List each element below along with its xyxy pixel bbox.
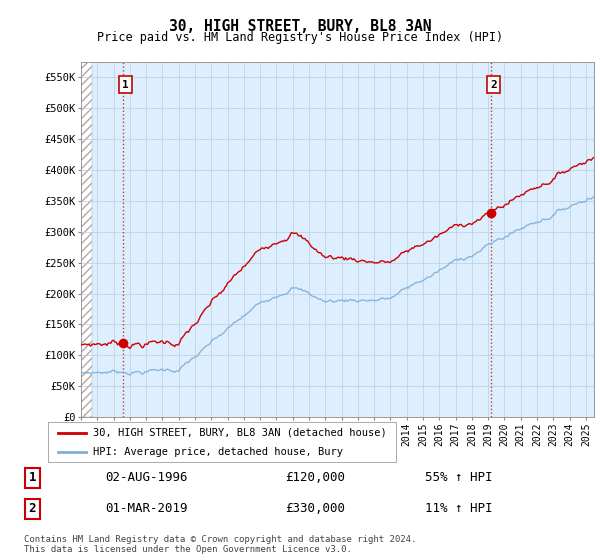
Text: 02-AUG-1996: 02-AUG-1996 [105,471,188,484]
Text: £330,000: £330,000 [286,502,346,515]
Text: 2: 2 [29,502,36,515]
Text: 55% ↑ HPI: 55% ↑ HPI [425,471,493,484]
Text: 2: 2 [490,80,497,90]
Text: 01-MAR-2019: 01-MAR-2019 [105,502,188,515]
Text: 11% ↑ HPI: 11% ↑ HPI [425,502,493,515]
Text: HPI: Average price, detached house, Bury: HPI: Average price, detached house, Bury [93,447,343,457]
Text: 1: 1 [122,80,129,90]
Text: Price paid vs. HM Land Registry's House Price Index (HPI): Price paid vs. HM Land Registry's House … [97,31,503,44]
Text: Contains HM Land Registry data © Crown copyright and database right 2024.
This d: Contains HM Land Registry data © Crown c… [24,535,416,554]
Text: £120,000: £120,000 [286,471,346,484]
Text: 30, HIGH STREET, BURY, BL8 3AN: 30, HIGH STREET, BURY, BL8 3AN [169,19,431,34]
Text: 30, HIGH STREET, BURY, BL8 3AN (detached house): 30, HIGH STREET, BURY, BL8 3AN (detached… [93,428,387,438]
Text: 1: 1 [29,471,36,484]
